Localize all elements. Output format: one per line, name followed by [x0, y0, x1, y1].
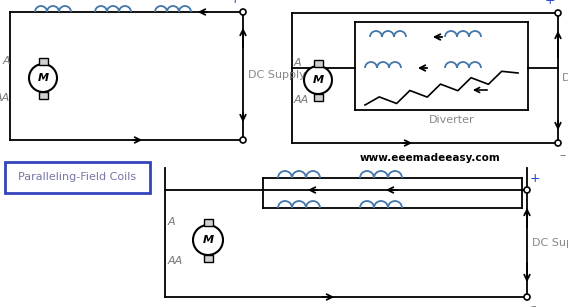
Circle shape	[524, 187, 530, 193]
Text: Diverter: Diverter	[429, 115, 474, 125]
Text: +: +	[229, 0, 240, 6]
Text: M: M	[37, 73, 48, 83]
Text: A: A	[168, 217, 176, 227]
Circle shape	[555, 10, 561, 16]
Text: www.eeemadeeasy.com: www.eeemadeeasy.com	[360, 153, 500, 163]
Text: A: A	[2, 56, 10, 66]
Text: –: –	[559, 149, 565, 162]
Circle shape	[29, 64, 57, 92]
Text: DC Supply: DC Supply	[532, 238, 568, 248]
Bar	[314, 60, 323, 67]
Circle shape	[240, 9, 246, 15]
Bar	[203, 255, 212, 262]
Text: DC Supply: DC Supply	[248, 70, 306, 80]
Text: M: M	[312, 75, 324, 85]
Bar	[5, 162, 150, 193]
Bar	[39, 57, 48, 64]
Text: +: +	[530, 172, 541, 185]
Text: A: A	[294, 58, 302, 68]
Text: M: M	[202, 235, 214, 245]
Text: –: –	[530, 301, 536, 307]
Bar	[314, 94, 323, 100]
Bar	[203, 219, 212, 226]
Text: +: +	[545, 0, 556, 7]
Circle shape	[240, 137, 246, 143]
Text: DC Supply: DC Supply	[562, 73, 568, 83]
Text: AA: AA	[168, 256, 183, 266]
Bar	[39, 91, 48, 99]
Circle shape	[193, 225, 223, 255]
Circle shape	[304, 66, 332, 94]
Text: Paralleling-Field Coils: Paralleling-Field Coils	[18, 173, 136, 182]
Circle shape	[524, 294, 530, 300]
Circle shape	[555, 140, 561, 146]
Text: AA: AA	[0, 93, 10, 103]
Text: AA: AA	[294, 95, 309, 105]
